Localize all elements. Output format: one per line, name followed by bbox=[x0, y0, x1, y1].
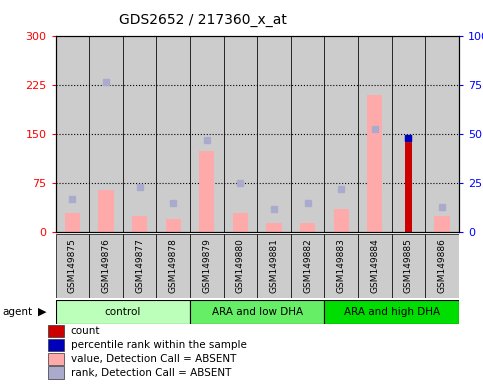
Text: rank, Detection Call = ABSENT: rank, Detection Call = ABSENT bbox=[71, 367, 231, 377]
Text: count: count bbox=[71, 326, 100, 336]
Bar bbox=[300, 223, 315, 232]
Bar bbox=[425, 36, 459, 232]
Text: GSM149876: GSM149876 bbox=[101, 238, 111, 293]
Bar bbox=[257, 36, 291, 232]
Text: GSM149880: GSM149880 bbox=[236, 238, 245, 293]
Text: GDS2652 / 217360_x_at: GDS2652 / 217360_x_at bbox=[119, 13, 287, 27]
Text: GSM149885: GSM149885 bbox=[404, 238, 413, 293]
Text: GSM149883: GSM149883 bbox=[337, 238, 346, 293]
Bar bbox=[224, 36, 257, 232]
Bar bbox=[267, 223, 282, 232]
Bar bbox=[405, 136, 412, 232]
Bar bbox=[166, 219, 181, 232]
Bar bbox=[48, 339, 64, 351]
Bar bbox=[99, 190, 114, 232]
Text: GSM149886: GSM149886 bbox=[438, 238, 447, 293]
Bar bbox=[190, 36, 224, 232]
Bar bbox=[123, 234, 156, 298]
Bar bbox=[334, 210, 349, 232]
Bar bbox=[48, 353, 64, 365]
Bar bbox=[56, 234, 89, 298]
Text: GSM149882: GSM149882 bbox=[303, 238, 312, 293]
Text: ARA and low DHA: ARA and low DHA bbox=[212, 307, 303, 317]
Bar bbox=[367, 95, 383, 232]
Bar bbox=[123, 36, 156, 232]
Bar bbox=[291, 234, 325, 298]
Bar bbox=[132, 216, 147, 232]
Bar bbox=[358, 234, 392, 298]
Bar bbox=[325, 234, 358, 298]
Text: GSM149879: GSM149879 bbox=[202, 238, 211, 293]
Bar bbox=[435, 216, 450, 232]
Bar bbox=[233, 213, 248, 232]
Bar bbox=[190, 300, 325, 324]
Bar bbox=[291, 36, 325, 232]
Bar bbox=[358, 36, 392, 232]
Bar bbox=[325, 36, 358, 232]
Bar bbox=[224, 234, 257, 298]
Text: value, Detection Call = ABSENT: value, Detection Call = ABSENT bbox=[71, 354, 236, 364]
Bar bbox=[48, 366, 64, 379]
Bar bbox=[48, 325, 64, 337]
Text: ▶: ▶ bbox=[38, 307, 46, 317]
Bar bbox=[325, 300, 459, 324]
Text: GSM149878: GSM149878 bbox=[169, 238, 178, 293]
Text: GSM149875: GSM149875 bbox=[68, 238, 77, 293]
Text: GSM149884: GSM149884 bbox=[370, 238, 379, 293]
Bar bbox=[425, 234, 459, 298]
Bar bbox=[392, 234, 425, 298]
Bar bbox=[89, 36, 123, 232]
Text: control: control bbox=[105, 307, 141, 317]
Text: agent: agent bbox=[2, 307, 32, 317]
Text: GSM149881: GSM149881 bbox=[270, 238, 279, 293]
Text: GSM149877: GSM149877 bbox=[135, 238, 144, 293]
Bar bbox=[56, 300, 190, 324]
Bar bbox=[257, 234, 291, 298]
Text: ARA and high DHA: ARA and high DHA bbox=[343, 307, 440, 317]
Bar bbox=[156, 36, 190, 232]
Text: percentile rank within the sample: percentile rank within the sample bbox=[71, 340, 247, 350]
Bar bbox=[89, 234, 123, 298]
Bar bbox=[56, 36, 89, 232]
Bar bbox=[65, 213, 80, 232]
Bar bbox=[199, 151, 214, 232]
Bar bbox=[156, 234, 190, 298]
Bar bbox=[392, 36, 425, 232]
Bar bbox=[190, 234, 224, 298]
